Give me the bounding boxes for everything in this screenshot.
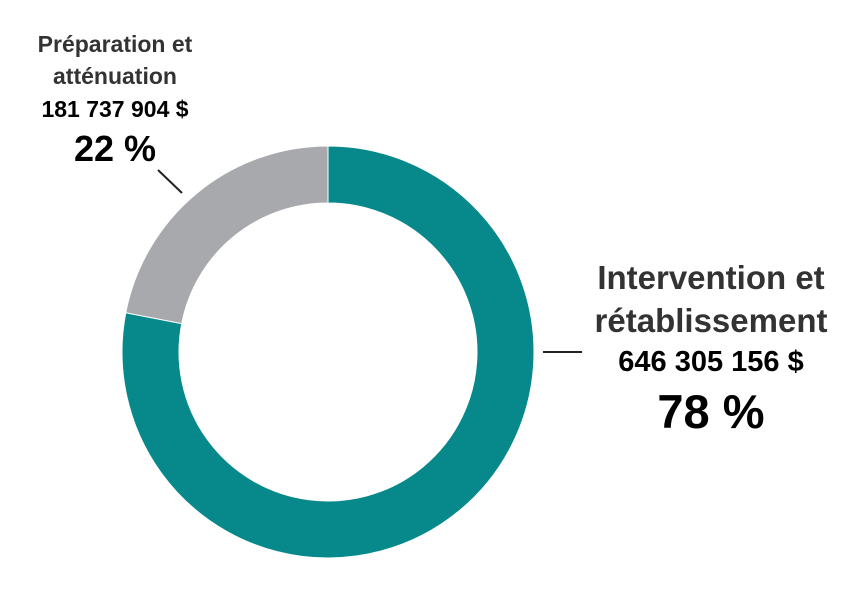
amount-label: 646 305 156 $ — [618, 346, 804, 378]
category-label-line2: atténuation — [53, 63, 177, 89]
leader-line-preparation — [157, 169, 183, 194]
category-label-line2: rétablissement — [594, 302, 828, 339]
slice-intervention — [121, 145, 535, 559]
slice-preparation — [125, 145, 329, 325]
category-label-line1: Intervention et — [597, 259, 825, 296]
percent-label: 22 % — [73, 128, 157, 169]
percent-label: 78 % — [657, 385, 765, 438]
donut-slices — [121, 145, 535, 559]
category-label-line1: Préparation et — [37, 31, 193, 57]
slice-label-intervention: Intervention et rétablissement 646 305 1… — [580, 256, 842, 442]
slice-label-preparation: Préparation et atténuation 181 737 904 $… — [0, 28, 230, 172]
amount-label: 181 737 904 $ — [41, 96, 189, 122]
